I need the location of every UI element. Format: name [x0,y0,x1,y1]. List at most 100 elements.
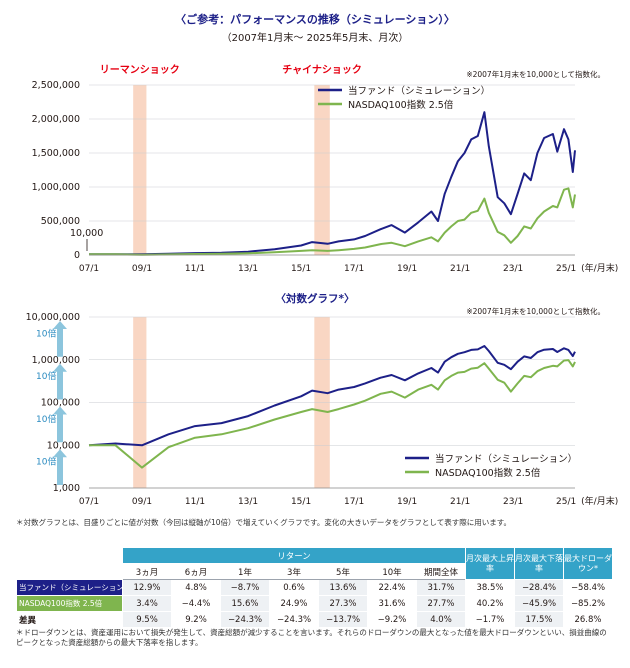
y-tick-label: 2,500,000 [32,80,80,91]
header-3m: 3ヵ月 [122,563,172,580]
scale-arrow-icon [53,321,67,357]
event-shade-band [314,85,330,255]
scale-arrow-icon [53,363,67,400]
table-cell: 27.3% [318,595,368,612]
table-cell: 38.5% [465,579,515,596]
start-value-label: 10,000 [70,228,103,239]
x-tick-label: 15/1 [291,264,311,274]
scale-arrow-label: 10倍 [36,370,56,382]
x-tick-label: 21/1 [450,264,470,274]
y-tick-label: 1,000,000 [32,355,80,366]
x-tick-label: 13/1 [238,264,258,274]
x-tick-label: 13/1 [238,497,258,507]
table-cell: 3.4% [122,595,172,612]
linear-performance-chart: リーマンショック チャイナショック 0 500,000 1,000,000 1,500,0… [32,64,619,274]
y-tick-label: 1,000 [53,483,80,494]
table-cell: 9.2% [171,611,221,628]
table-cell: 4.8% [171,579,221,596]
x-tick-label: 19/1 [397,264,417,274]
table-cell: 31.6% [367,595,417,612]
page-title: 〈ご参考：パフォーマンスの推移（シミュレーション）〉 [175,13,455,26]
table-row-difference: 差異 9.5% 9.2% −24.3% −24.3% −13.7% −9.2% … [16,611,613,628]
table-cell: 17.5% [514,611,564,628]
table-cell: 27.7% [416,595,466,612]
table-cell: 0.6% [269,579,319,596]
scale-arrow-label: 10倍 [36,456,56,468]
scale-arrow-label: 10倍 [36,327,56,339]
x-tick-label: 09/1 [132,264,152,274]
return-group-header: リターン [122,547,466,564]
table-cell: −13.7% [318,611,368,628]
table-cell: −9.2% [367,611,417,628]
table-cell: −58.4% [563,579,613,596]
scale-arrow-label: 10倍 [36,413,56,425]
y-tick-label: 1,000,000 [32,182,80,193]
table-cell: 13.6% [318,579,368,596]
log-performance-chart: 〈対数グラフ*〉 ※2007年1月末を10,000として指数化。 1,000 10,0… [26,292,619,507]
series-line [89,359,576,469]
scale-arrow-icon [53,406,67,443]
table-cell: −85.2% [563,595,613,612]
table-row-nasdaq: NASDAQ100指数 2.5倍 3.4% −4.4% 15.6% 24.9% … [16,595,613,612]
table-cell: 4.0% [416,611,466,628]
table-row-fund: 当ファンド（シミュレーション） 12.9% 4.8% −8.7% 0.6% 13… [16,579,613,596]
table-cell: 24.9% [269,595,319,612]
log-chart-title: 〈対数グラフ*〉 [276,292,355,305]
y-tick-label: 500,000 [41,216,80,227]
y-tick-label: 10,000,000 [26,312,80,323]
x-tick-label: 09/1 [132,497,152,507]
row-label: 当ファンド（シミュレーション） [16,579,123,596]
drawdown-note: ＊ドローダウンとは、資産運用において損失が発生して、資産総額が減少することを言い… [16,628,607,648]
x-tick-label: 11/1 [185,264,205,274]
x-tick-label: 11/1 [185,497,205,507]
table-cell: −1.7% [465,611,515,628]
x-tick-label: 23/1 [503,497,523,507]
log-graph-note: ＊対数グラフとは、目盛りごとに値が対数（今回は縦軸が10倍）で増えていくグラフで… [16,518,511,527]
table-cell: 15.6% [220,595,270,612]
legend-label: NASDAQ100指数 2.5倍 [348,99,454,111]
table-cell: 31.7% [416,579,466,596]
header-10y: 10年 [367,563,417,580]
table-cell: 9.5% [122,611,172,628]
table-cell: −45.9% [514,595,564,612]
legend-label: NASDAQ100指数 2.5倍 [435,467,541,479]
table-cell: 12.9% [122,579,172,596]
header-5y: 5年 [318,563,368,580]
legend-label: 当ファンド（シミュレーション） [435,453,577,465]
header-max-monthly-gain: 月次最大上昇率 [465,547,515,580]
row-label: NASDAQ100指数 2.5倍 [16,595,123,612]
header-3y: 3年 [269,563,319,580]
returns-table: リターン 月次最大上昇率 月次最大下落率 最大ドローダウン* 3ヵ月 6ヵ月 1… [16,547,613,628]
header-max-monthly-loss: 月次最大下落率 [514,547,564,580]
x-tick-label: 17/1 [344,497,364,507]
table-cell: 40.2% [465,595,515,612]
series-line [89,111,576,256]
table-cell: 26.8% [563,611,613,628]
x-tick-label: 25/1 [556,497,576,507]
x-unit-label: (年/月末) [581,262,618,274]
x-tick-label: 23/1 [503,264,523,274]
page-subtitle: （2007年1月末～ 2025年5月末、月次） [221,33,409,44]
event-label: リーマンショック [100,64,180,76]
series-line [88,345,576,447]
table-cell: −8.7% [220,579,270,596]
y-tick-label: 0 [74,250,80,261]
x-tick-label: 07/1 [79,497,99,507]
header-total: 期間全体 [416,563,466,580]
header-max-drawdown: 最大ドローダウン* [563,547,613,580]
event-label: チャイナショック [282,64,362,76]
table-cell: −28.4% [514,579,564,596]
table-cell: 22.4% [367,579,417,596]
x-unit-label: (年/月末) [581,495,618,507]
table-cell: −24.3% [269,611,319,628]
x-tick-label: 19/1 [397,497,417,507]
legend-label: 当ファンド（シミュレーション） [348,85,490,97]
header-1y: 1年 [220,563,270,580]
index-note: ※2007年1月末を10,000として指数化。 [466,69,605,79]
y-tick-label: 1,500,000 [32,148,80,159]
x-tick-label: 21/1 [450,497,470,507]
y-tick-label: 10,000 [47,440,80,451]
series-line [89,187,576,256]
x-tick-label: 25/1 [556,264,576,274]
table-cell: −24.3% [220,611,270,628]
